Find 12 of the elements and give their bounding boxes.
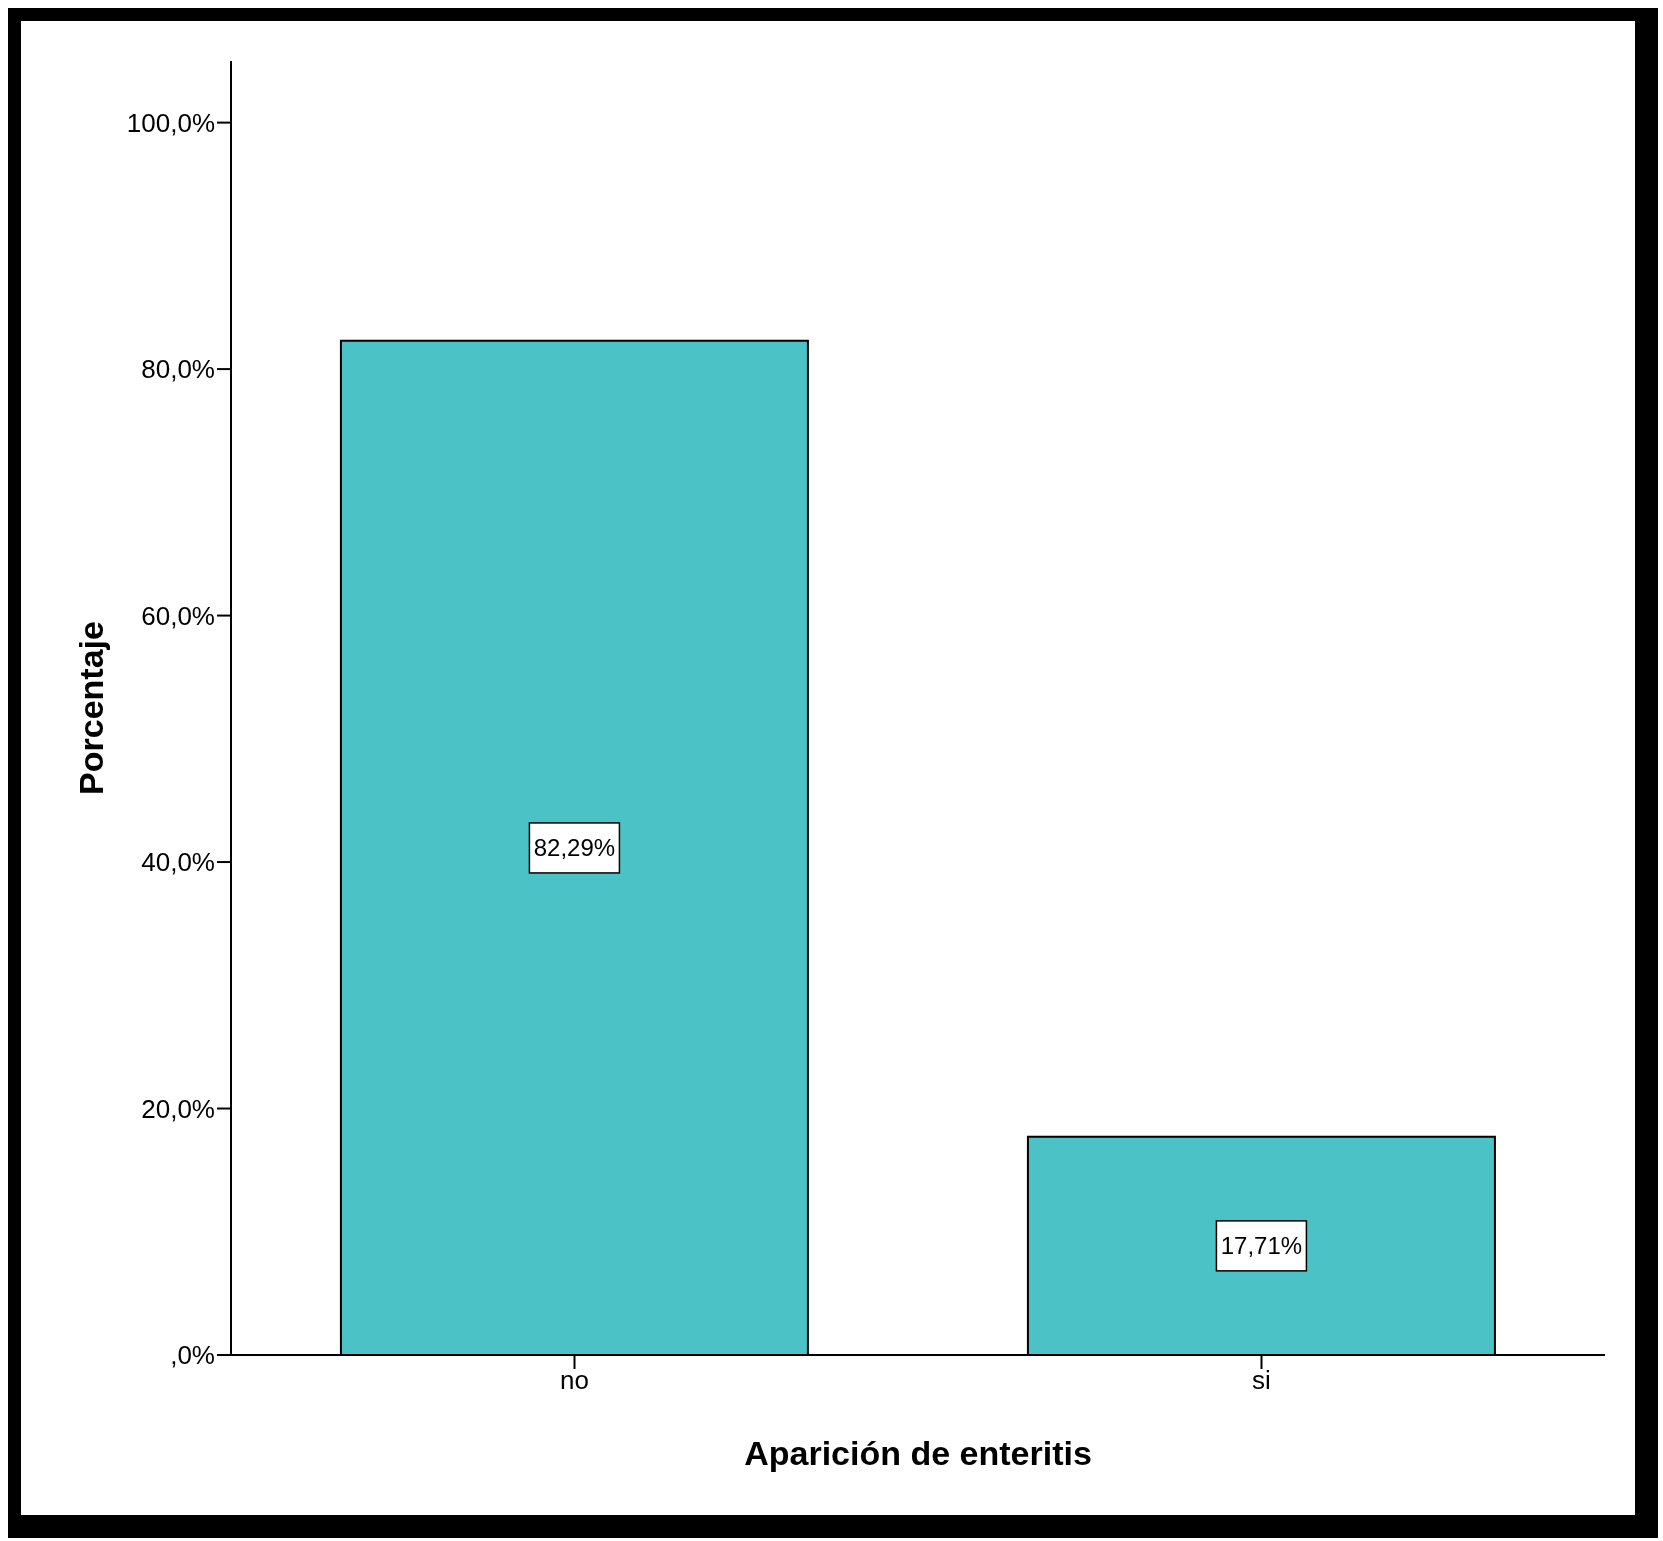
y-axis-title: Porcentaje xyxy=(72,621,111,795)
x-axis-title: Aparición de enteritis xyxy=(744,1434,1092,1472)
y-tick-label: 60,0% xyxy=(141,600,215,631)
y-tick-label: ,0% xyxy=(170,1340,215,1371)
y-tick-label: 80,0% xyxy=(141,354,215,385)
y-tick-label: 40,0% xyxy=(141,847,215,878)
y-tick-label: 20,0% xyxy=(141,1093,215,1124)
data-label: 17,71% xyxy=(1220,1232,1303,1260)
data-label: 82,29% xyxy=(533,834,616,862)
y-tick-label: 100,0% xyxy=(126,107,215,138)
x-tick-label: si xyxy=(1252,1365,1271,1396)
x-tick-label: no xyxy=(560,1365,589,1396)
